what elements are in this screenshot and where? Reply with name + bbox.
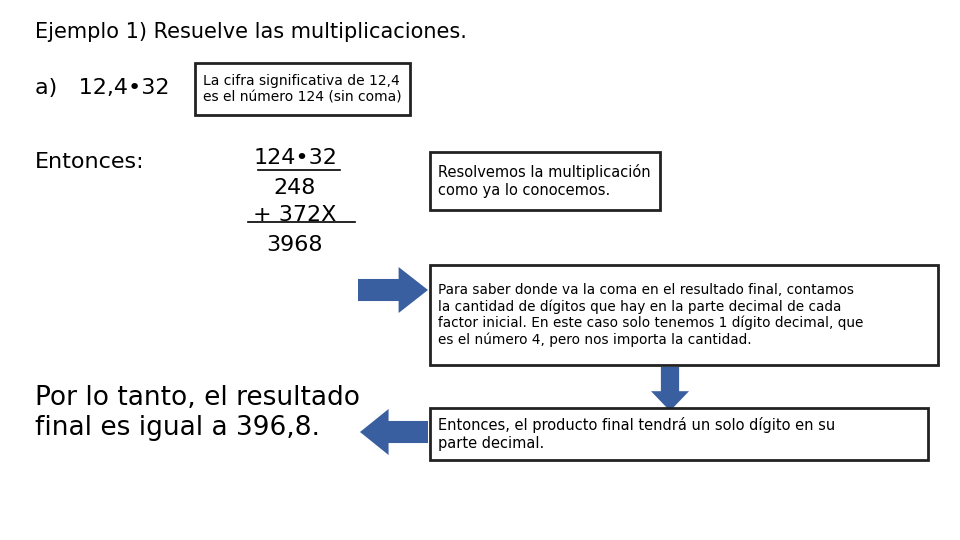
Text: Entonces, el producto final tendrá un solo dígito en su
parte decimal.: Entonces, el producto final tendrá un so…	[438, 417, 835, 451]
Text: 124•32: 124•32	[253, 148, 337, 168]
Text: La cifra significativa de 12,4
es el número 124 (sin coma): La cifra significativa de 12,4 es el núm…	[203, 74, 401, 104]
Text: + 372X: + 372X	[253, 205, 337, 225]
Polygon shape	[360, 409, 428, 455]
FancyBboxPatch shape	[430, 408, 928, 460]
Text: Entonces:: Entonces:	[35, 152, 145, 172]
FancyBboxPatch shape	[430, 265, 938, 365]
Text: 248: 248	[274, 178, 316, 198]
Text: a)   12,4•32: a) 12,4•32	[35, 78, 170, 98]
Polygon shape	[651, 367, 689, 411]
Text: Ejemplo 1) Resuelve las multiplicaciones.: Ejemplo 1) Resuelve las multiplicaciones…	[35, 22, 467, 42]
Text: Resolvemos la multiplicación
como ya lo conocemos.: Resolvemos la multiplicación como ya lo …	[438, 164, 651, 198]
FancyBboxPatch shape	[195, 63, 410, 115]
FancyBboxPatch shape	[430, 152, 660, 210]
Text: 3968: 3968	[267, 235, 324, 255]
Polygon shape	[358, 267, 428, 313]
Text: final es igual a 396,8.: final es igual a 396,8.	[35, 415, 320, 441]
Text: Para saber donde va la coma en el resultado final, contamos
la cantidad de dígit: Para saber donde va la coma en el result…	[438, 283, 863, 347]
Text: Por lo tanto, el resultado: Por lo tanto, el resultado	[35, 385, 360, 411]
